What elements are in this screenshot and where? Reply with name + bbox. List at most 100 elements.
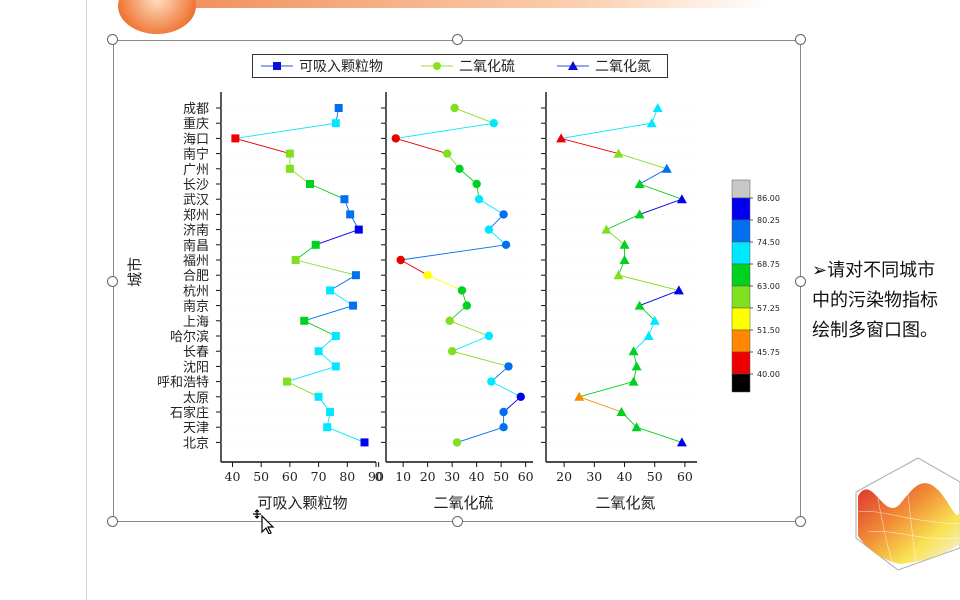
panel-0-point-2: [231, 134, 240, 143]
resize-handle-right[interactable]: [795, 276, 806, 287]
y-tick-label-12: 杭州: [183, 284, 209, 299]
legend-item-no2: 二氧化氮: [555, 57, 651, 75]
panel-1-segment-10: [400, 259, 428, 276]
panel-0-segment-21: [327, 426, 365, 443]
panel-0-point-17: [331, 362, 340, 371]
y-tick-label-20: 石家庄: [170, 405, 209, 421]
panel-1-segment-14: [449, 320, 490, 337]
y-tick-label-5: 长沙: [183, 178, 209, 193]
panel-0-segment-8: [315, 229, 359, 246]
panel-0-point-1: [331, 119, 340, 128]
panel-2-x-axis-title: 二氧化氮: [595, 494, 655, 512]
colorbar-label-2: 74.50: [757, 238, 780, 247]
panel-0-point-15: [331, 332, 340, 340]
legend-item-pm: 可吸入颗粒物: [259, 57, 383, 75]
panel-1-point-20: [499, 407, 508, 417]
panel-1-point-17: [504, 362, 513, 371]
panel-2-point-11: [613, 270, 624, 280]
panel-1-point-9: [501, 240, 511, 249]
panel-0-x-tick-label-2: 60: [282, 469, 298, 484]
panel-0-segment-2: [235, 137, 291, 155]
panel-2-point-19: [574, 391, 585, 401]
selection-frame[interactable]: [113, 40, 801, 522]
panel-1-segment-1: [395, 122, 494, 139]
panel-1-point-0: [450, 103, 459, 113]
panel-0-point-5: [305, 180, 314, 188]
panel-1-x-tick-label-4: 40: [469, 469, 485, 484]
y-tick-label-15: 哈尔滨: [170, 329, 209, 345]
panel-2-point-16: [628, 346, 639, 356]
colorbar-label-5: 57.25: [757, 304, 780, 313]
panel-1-point-11: [423, 271, 432, 280]
slide-instruction-text: ➢请对不同城市 中的污染物指标 绘制多窗口图。: [812, 256, 960, 346]
resize-handle-bottom-left[interactable]: [107, 516, 118, 527]
y-tick-label-8: 济南: [183, 223, 209, 239]
resize-handle-bottom[interactable]: [452, 516, 463, 527]
note-line-1: ➢请对不同城市: [812, 260, 936, 281]
panel-0-segment-10: [295, 259, 357, 276]
panel-1-point-12: [457, 286, 467, 295]
note-line-2: 中的污染物指标: [812, 290, 938, 311]
panel-2-segment-11: [618, 274, 679, 291]
resize-handle-top[interactable]: [452, 34, 463, 45]
panel-0-x-tick-label-0: 40: [225, 469, 241, 484]
panel-0-point-0: [334, 104, 343, 112]
panel-2-point-10: [619, 255, 630, 264]
y-tick-label-18: 呼和浩特: [157, 376, 209, 391]
panel-2-x-tick-label-1: 30: [586, 469, 602, 484]
move-cursor-icon: [253, 509, 275, 534]
panel-2-point-0: [652, 103, 663, 112]
legend-label-so2: 二氧化硫: [459, 59, 515, 75]
colorbar-label-4: 63.00: [757, 282, 780, 291]
panel-1-point-7: [499, 210, 508, 219]
note-line-3: 绘制多窗口图。: [812, 320, 938, 341]
panel-0-x-tick-label-1: 50: [253, 469, 269, 484]
panel-1-segment-6: [478, 198, 504, 215]
panel-2-point-4: [661, 163, 672, 173]
resize-handle-bottom-right[interactable]: [795, 516, 806, 527]
panel-0-point-4: [285, 164, 294, 173]
panel-1-point-4: [455, 164, 464, 173]
panel-2-point-8: [601, 224, 612, 234]
panel-0-point-13: [349, 301, 358, 310]
panel-1-point-16: [447, 347, 457, 356]
colorbar-label-7: 45.75: [757, 348, 780, 357]
panel-1-point-13: [462, 301, 472, 310]
resize-handle-left[interactable]: [107, 276, 118, 287]
panel-2-segment-2: [560, 137, 619, 155]
y-tick-label-19: 太原: [183, 391, 209, 406]
panel-1-x-tick-label-6: 60: [518, 469, 534, 484]
panel-0-segment-5: [309, 183, 345, 200]
panel-2-x-tick-label-3: 50: [647, 469, 663, 484]
panel-1-segment-15: [451, 335, 490, 352]
colorbar-label-8: 40.00: [757, 370, 780, 379]
y-tick-label-6: 武汉: [183, 193, 209, 208]
panel-1-point-14: [445, 316, 454, 325]
y-axis-title: 城市: [126, 257, 144, 287]
y-tick-label-14: 上海: [183, 315, 209, 330]
resize-handle-top-left[interactable]: [107, 34, 118, 45]
panel-0-point-6: [340, 195, 349, 204]
panel-1-x-tick-label-1: 10: [395, 469, 411, 484]
panel-0-segment-14: [304, 320, 337, 337]
panel-1-point-1: [489, 119, 498, 128]
panel-0-point-10: [291, 256, 300, 264]
panel-1-segment-11: [427, 274, 463, 291]
panel-1-segment-18: [491, 381, 521, 398]
colorbar-label-1: 80.25: [757, 216, 780, 225]
panel-2-point-2: [556, 133, 567, 143]
panel-2-point-3: [613, 148, 624, 158]
panel-1-point-22: [452, 438, 462, 447]
panel-2-point-14: [649, 315, 660, 325]
y-tick-label-0: 成都: [183, 102, 209, 117]
legend-marker-square-icon: [261, 62, 293, 70]
panel-1-point-5: [472, 179, 481, 189]
panel-0-point-18: [283, 377, 292, 386]
panel-2-point-1: [646, 118, 657, 128]
resize-handle-top-right[interactable]: [795, 34, 806, 45]
slide-top-banner: [150, 0, 770, 8]
legend-item-so2: 二氧化硫: [419, 57, 515, 75]
panel-2-segment-3: [618, 153, 667, 170]
panel-1-x-axis-title: 二氧化硫: [433, 494, 493, 512]
panel-2-x-tick-label-4: 60: [677, 469, 693, 484]
